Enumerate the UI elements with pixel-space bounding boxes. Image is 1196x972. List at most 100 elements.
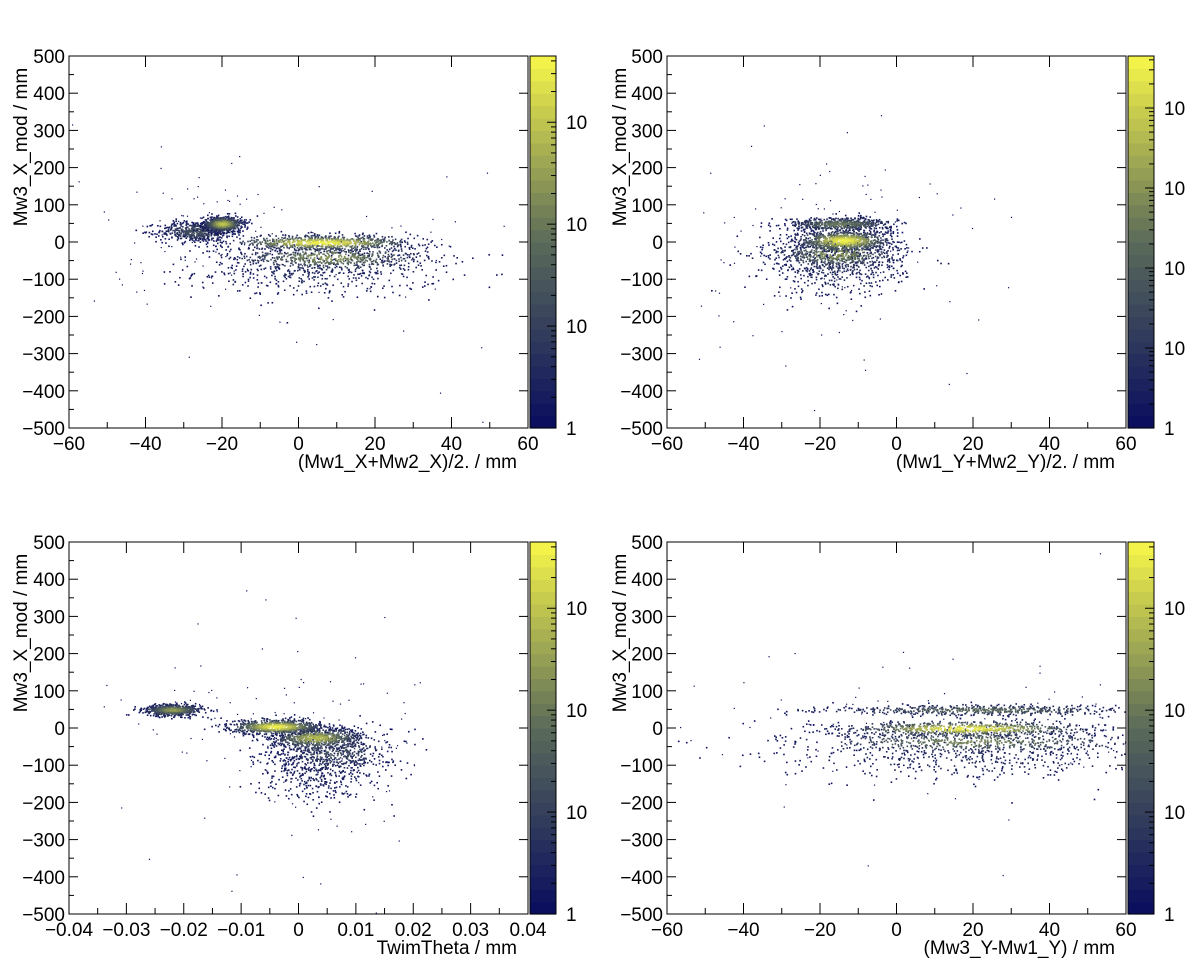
data-point	[310, 252, 313, 255]
data-point	[314, 237, 316, 239]
data-point	[211, 239, 213, 241]
data-point	[808, 254, 810, 257]
data-point	[178, 234, 180, 236]
data-point	[778, 274, 781, 276]
data-point	[222, 240, 225, 243]
data-point	[307, 255, 310, 258]
data-point	[877, 257, 880, 259]
data-point	[288, 272, 291, 275]
data-point	[371, 254, 374, 257]
data-point	[244, 263, 246, 265]
data-point	[368, 248, 370, 251]
data-point	[219, 261, 222, 264]
data-point	[184, 232, 187, 234]
data-point	[351, 238, 354, 240]
data-point	[324, 282, 327, 285]
data-point	[202, 216, 205, 219]
data-point	[384, 260, 386, 262]
data-point	[305, 244, 307, 246]
data-point	[360, 254, 363, 256]
data-point	[172, 222, 175, 225]
data-point	[301, 267, 303, 269]
data-point	[335, 247, 338, 250]
data-point	[213, 231, 216, 233]
data-point	[763, 303, 765, 306]
data-point	[371, 253, 374, 255]
data-point	[361, 246, 364, 248]
data-point	[366, 235, 369, 237]
data-point	[859, 282, 862, 285]
y-tick-label: −500	[22, 419, 65, 440]
data-point	[880, 239, 882, 241]
data-point	[837, 256, 839, 258]
data-point	[812, 226, 814, 229]
data-point	[236, 195, 239, 197]
data-point	[340, 239, 343, 242]
data-point	[381, 256, 384, 259]
data-point	[202, 252, 204, 254]
data-point	[421, 269, 423, 271]
data-point	[846, 226, 848, 229]
data-point	[217, 237, 220, 239]
data-point	[278, 256, 281, 259]
data-point	[892, 261, 895, 264]
data-point	[199, 226, 202, 229]
data-point	[237, 221, 240, 224]
data-point	[335, 239, 337, 242]
data-point	[829, 256, 831, 259]
data-point	[358, 260, 361, 263]
data-point	[378, 239, 381, 242]
data-point	[214, 217, 217, 219]
data-point	[358, 277, 360, 279]
data-point	[434, 288, 436, 290]
data-point	[821, 255, 824, 258]
data-point	[261, 248, 263, 250]
data-point	[342, 296, 345, 298]
data-point	[400, 241, 403, 244]
data-point	[323, 271, 326, 274]
data-point	[904, 247, 906, 250]
data-point	[197, 237, 200, 240]
data-point	[377, 237, 379, 240]
data-point	[223, 229, 226, 231]
data-point	[164, 250, 166, 253]
data-point	[366, 252, 369, 254]
data-point	[218, 225, 220, 228]
data-point	[322, 261, 325, 263]
data-point	[360, 247, 363, 250]
data-point	[230, 274, 233, 276]
data-point	[180, 225, 183, 227]
data-point	[329, 290, 331, 292]
data-point	[829, 267, 832, 269]
data-point	[284, 276, 286, 279]
data-point	[390, 261, 393, 263]
data-point	[234, 222, 237, 225]
data-point	[340, 242, 342, 245]
data-point	[246, 269, 249, 272]
data-point	[891, 257, 893, 260]
data-point	[351, 250, 353, 253]
data-point	[815, 183, 817, 185]
data-point	[273, 239, 275, 241]
data-point	[273, 246, 276, 249]
data-point	[438, 260, 441, 263]
data-point	[197, 224, 200, 227]
data-point	[812, 270, 815, 273]
data-point	[769, 258, 771, 260]
data-point	[472, 257, 474, 260]
data-point	[851, 225, 854, 228]
data-point	[201, 222, 203, 224]
data-point	[800, 258, 802, 260]
data-point	[205, 232, 207, 235]
data-point	[803, 247, 805, 249]
data-point	[169, 229, 172, 231]
data-point	[936, 285, 938, 287]
data-point	[312, 241, 315, 244]
data-point	[332, 262, 334, 264]
color-bar-band	[530, 68, 556, 82]
data-point	[403, 264, 406, 267]
data-point	[872, 246, 874, 249]
data-point	[222, 227, 224, 229]
data-point	[863, 254, 866, 257]
data-point	[181, 269, 184, 271]
